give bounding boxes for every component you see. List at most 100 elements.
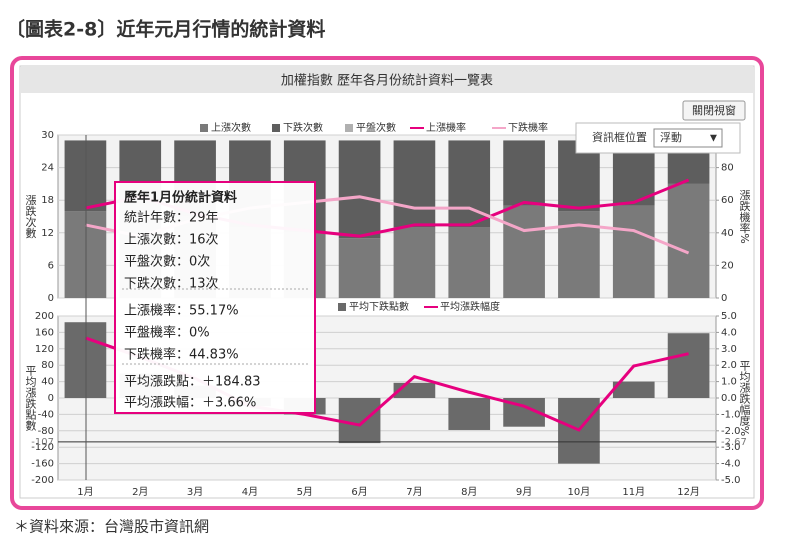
bar-segment xyxy=(338,140,381,239)
bar-segment xyxy=(503,205,545,298)
y-tick-label: 12 xyxy=(41,228,54,239)
y-tick-label: 0 xyxy=(48,293,54,304)
panel-header xyxy=(21,67,753,93)
y-tick-label: -40 xyxy=(38,409,54,420)
y-tick-label: 160 xyxy=(35,327,54,338)
page-title: 〔圖表2-8〕近年元月行情的統計資料 xyxy=(6,18,325,41)
legend-label: 下跌次數 xyxy=(283,121,323,134)
y-tick-label: 24 xyxy=(41,163,54,174)
y-tick-label: 200 xyxy=(35,311,54,322)
y-tick-label: 30 xyxy=(41,130,54,141)
x-tick-label: 3月 xyxy=(187,486,203,498)
y-tick-label: -160 xyxy=(31,459,54,470)
x-tick-label: 2月 xyxy=(132,486,148,498)
tooltip-line: 上漲機率：55.17% xyxy=(124,303,239,319)
y-axis-label: 漲跌次數 xyxy=(24,194,37,239)
source-note: ＊資料來源：台灣股市資訊網 xyxy=(14,518,209,536)
bar-segment xyxy=(503,140,545,206)
reference-label: -2.67 xyxy=(721,437,747,448)
tooltip-line: 下跌機率：44.83% xyxy=(124,347,239,363)
x-tick-label: 12月 xyxy=(677,486,700,498)
y2-tick-label: -1.0 xyxy=(721,409,741,420)
bar-segment xyxy=(667,183,710,298)
y-tick-label: 120 xyxy=(35,344,54,355)
x-tick-label: 10月 xyxy=(568,486,591,498)
y-tick-label: 0 xyxy=(48,393,54,404)
bar-segment xyxy=(393,227,436,298)
y2-tick-label: 60 xyxy=(721,195,734,206)
legend-swatch xyxy=(345,124,353,132)
tooltip-line: 上漲次數：16次 xyxy=(124,232,219,248)
tooltip: 歷年1月份統計資料統計年數：29年上漲次數：16次平盤次數：0次下跌次數：13次… xyxy=(114,181,316,414)
y2-tick-label: 20 xyxy=(721,260,734,271)
bar xyxy=(612,381,655,398)
tooltip-line: 平盤機率：0% xyxy=(124,325,210,341)
x-tick-label: 9月 xyxy=(516,486,532,498)
position-label: 資訊框位置 xyxy=(592,130,647,144)
y2-tick-label: 4.0 xyxy=(721,327,737,338)
bar-segment xyxy=(64,211,107,298)
y2-tick-label: 1.0 xyxy=(721,377,737,388)
y2-tick-label: -3.0 xyxy=(721,442,741,453)
legend-label: 上漲次數 xyxy=(211,121,251,134)
bar xyxy=(64,322,107,398)
legend-label: 平盤次數 xyxy=(356,121,396,134)
y2-axis-label: 平均漲跌幅度% xyxy=(738,360,751,436)
tooltip-title: 歷年1月份統計資料 xyxy=(124,190,237,206)
y2-axis-label: 漲跌機率% xyxy=(738,189,751,244)
y2-tick-label: -5.0 xyxy=(721,475,741,486)
y-tick-label: 6 xyxy=(48,260,54,271)
y-tick-label: 18 xyxy=(41,195,54,206)
tooltip-line: 平盤次數：0次 xyxy=(124,254,210,270)
x-tick-label: 1月 xyxy=(77,486,93,498)
legend-label: 下跌機率 xyxy=(508,121,548,134)
reference-label: -107 xyxy=(31,437,54,448)
legend-label: 平均漲跌幅度 xyxy=(440,300,500,313)
tooltip-line: 平均漲跌幅：＋3.66% xyxy=(124,395,256,411)
x-tick-label: 8月 xyxy=(461,486,477,498)
close-button[interactable] xyxy=(682,100,746,121)
panel-title: 加權指數 歷年各月份統計資料一覽表 xyxy=(281,73,493,89)
legend-swatch xyxy=(272,124,280,132)
y-tick-label: -120 xyxy=(31,442,54,453)
x-tick-label: 4月 xyxy=(242,486,258,498)
bar-segment xyxy=(338,238,381,298)
y-tick-label: -80 xyxy=(38,426,54,437)
x-tick-label: 7月 xyxy=(406,486,422,498)
legend-label: 上漲機率 xyxy=(426,121,466,134)
y2-tick-label: 5.0 xyxy=(721,311,737,322)
bar xyxy=(338,398,381,444)
legend-label: 平均下跌點數 xyxy=(349,300,409,313)
y-tick-label: -200 xyxy=(31,475,54,486)
y2-tick-label: 0.0 xyxy=(721,393,737,404)
bar-segment xyxy=(393,140,436,228)
y2-tick-label: -2.0 xyxy=(721,426,741,437)
position-value[interactable]: 浮動 xyxy=(660,130,682,144)
x-tick-label: 6月 xyxy=(351,486,367,498)
x-tick-label: 5月 xyxy=(297,486,313,498)
y2-tick-label: -4.0 xyxy=(721,459,741,470)
y-tick-label: 80 xyxy=(41,360,54,371)
tooltip-line: 平均漲跌點：＋184.83 xyxy=(124,374,261,390)
y2-tick-label: 80 xyxy=(721,163,734,174)
tooltip-line: 統計年數：29年 xyxy=(124,210,219,226)
bar xyxy=(448,398,491,430)
x-tick-label: 11月 xyxy=(622,486,645,498)
bar xyxy=(667,333,710,398)
tooltip-line: 下跌次數：13次 xyxy=(124,276,219,292)
close-button-label[interactable]: 關閉視窗 xyxy=(692,103,736,117)
legend-swatch xyxy=(200,124,208,132)
legend-swatch xyxy=(338,303,346,311)
y-axis-label: 平均漲跌點數 xyxy=(24,365,37,432)
bar-segment xyxy=(612,205,655,298)
tooltip-box xyxy=(114,181,316,414)
y2-tick-label: 0 xyxy=(721,293,727,304)
bar-segment xyxy=(64,140,107,212)
y2-tick-label: 40 xyxy=(721,228,734,239)
y-tick-label: 40 xyxy=(41,377,54,388)
position-select[interactable] xyxy=(653,128,723,148)
y2-tick-label: 3.0 xyxy=(721,344,737,355)
y2-tick-label: 2.0 xyxy=(721,360,737,371)
dropdown-arrow: ▼ xyxy=(710,134,717,144)
